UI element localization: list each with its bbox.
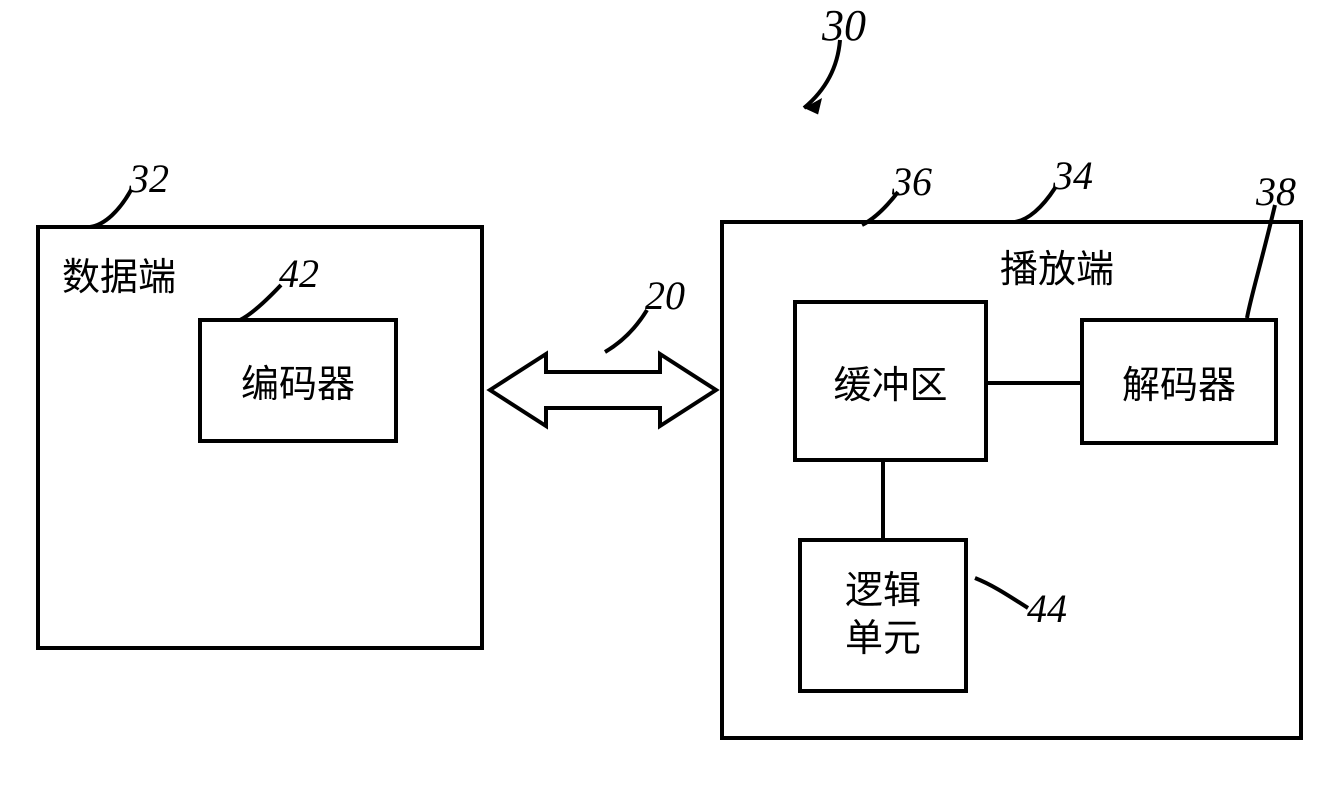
leaders-svg [0,0,1341,789]
